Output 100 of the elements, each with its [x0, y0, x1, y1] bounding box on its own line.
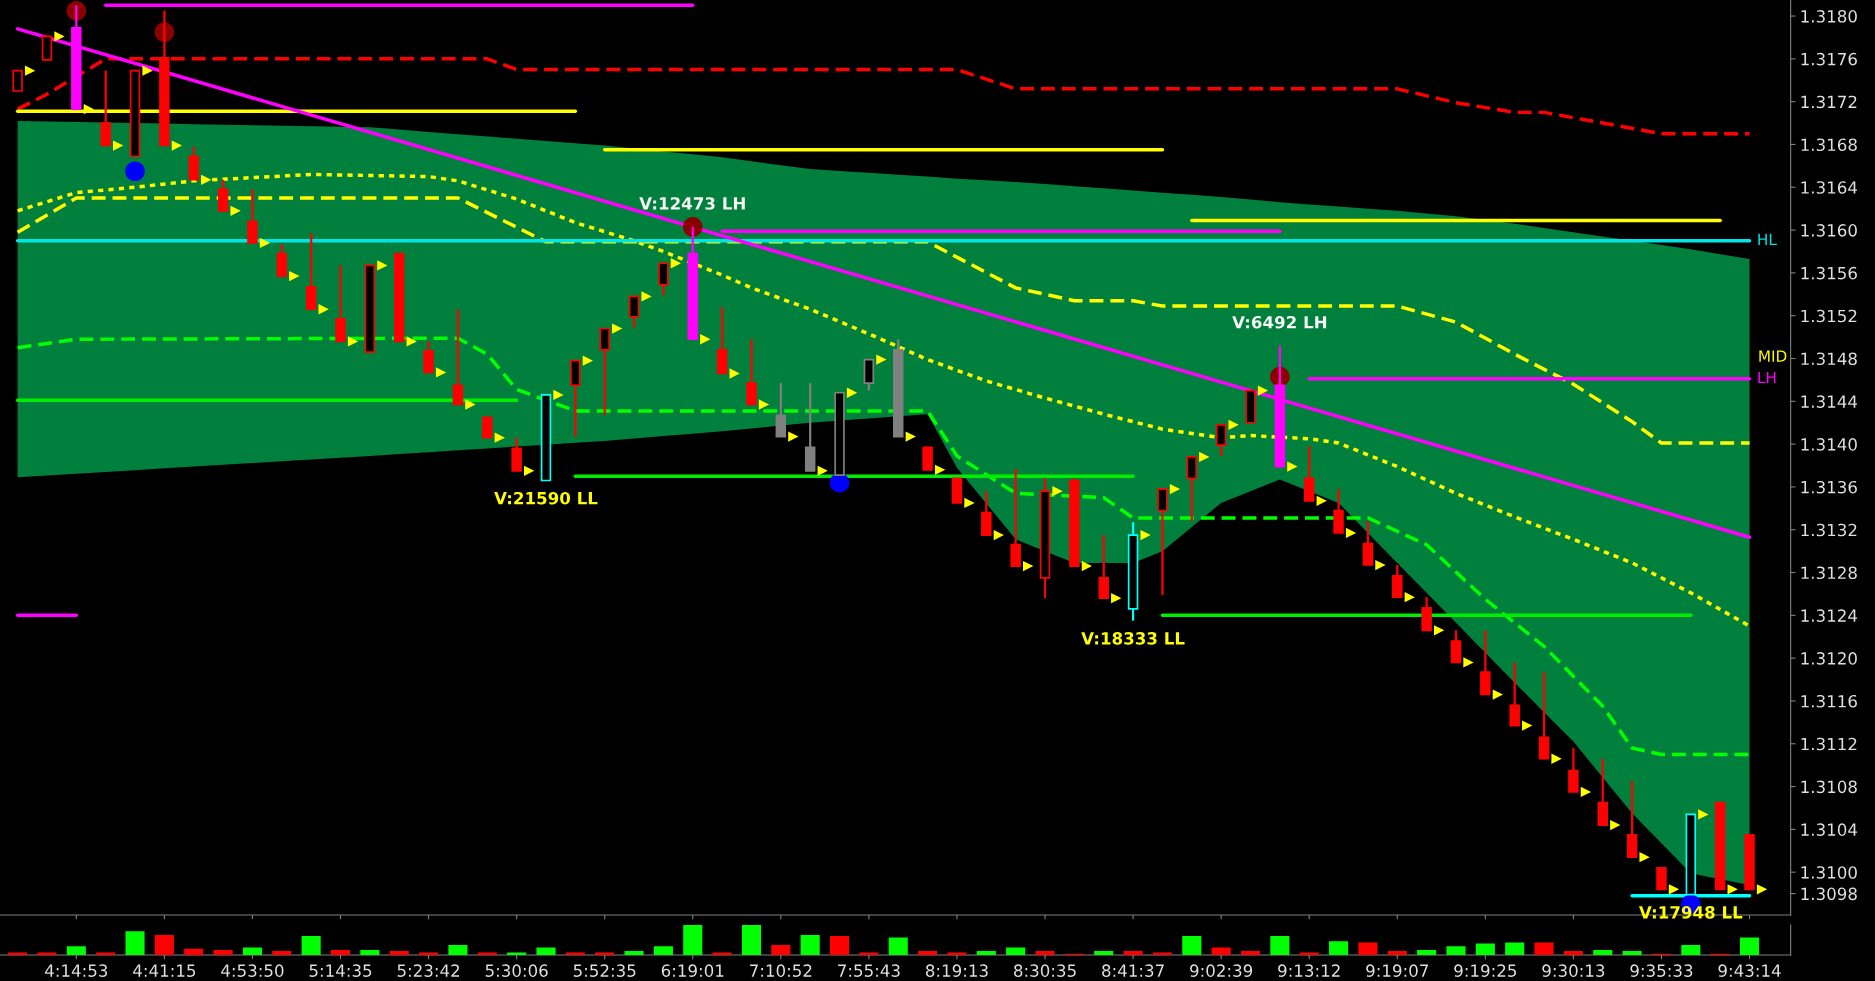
- point: [259, 237, 271, 249]
- bar: [154, 934, 174, 955]
- point: [1668, 884, 1680, 895]
- bar: [1358, 942, 1378, 955]
- bar: [1240, 951, 1261, 955]
- x-tick-label: 7:55:43: [838, 964, 900, 977]
- candlestick: [922, 446, 933, 471]
- candlestick: [599, 327, 610, 417]
- bar: [1006, 947, 1026, 955]
- point: [523, 465, 535, 477]
- candlestick: [628, 295, 640, 329]
- candlestick: [247, 188, 258, 245]
- bar: [66, 946, 86, 955]
- y-tick-label: 1.3164: [1801, 181, 1858, 194]
- point: [1287, 461, 1298, 472]
- point: [788, 431, 799, 442]
- bar: [1329, 941, 1349, 955]
- candlestick: [1597, 757, 1608, 827]
- point: [1169, 483, 1181, 495]
- point: [1081, 560, 1093, 572]
- x-tick-label: 5:23:42: [397, 964, 460, 977]
- y-tick-label: 1.3116: [1801, 694, 1857, 708]
- candlestick: [1333, 487, 1344, 535]
- y-tick-label: 1.3180: [1801, 10, 1857, 23]
- candlestick: [335, 264, 346, 343]
- candlestick: [775, 382, 787, 438]
- point: [24, 65, 36, 76]
- candlestick: [188, 145, 199, 181]
- bar: [330, 949, 351, 955]
- candlestick: [1509, 661, 1520, 727]
- point: [83, 104, 94, 115]
- candlestick: [41, 35, 53, 61]
- candlestick: [276, 242, 288, 278]
- y-tick-label: 1.3160: [1801, 224, 1857, 237]
- point: [964, 497, 975, 509]
- y-tick-label: 1.3120: [1801, 652, 1857, 665]
- series-label: HL: [1758, 233, 1777, 245]
- candlestick: [1362, 520, 1374, 567]
- y-tick-label: 1.3132: [1801, 523, 1857, 537]
- point: [641, 291, 652, 302]
- point: [1375, 559, 1386, 571]
- point: [1140, 529, 1151, 541]
- y-tick-label: 1.3152: [1801, 309, 1857, 323]
- y-tick-label: 1.3112: [1801, 737, 1857, 751]
- y-tick-label: 1.3140: [1801, 438, 1857, 451]
- point: [347, 336, 359, 347]
- candlestick: [1538, 670, 1550, 760]
- candlestick: [1450, 629, 1462, 664]
- y-tick-label: 1.3172: [1801, 95, 1857, 109]
- x-tick-label: 6:19:01: [661, 964, 724, 977]
- point: [1404, 591, 1415, 603]
- point: [553, 389, 564, 401]
- y-tick-label: 1.3124: [1801, 609, 1858, 622]
- point: [435, 367, 447, 378]
- point: [1610, 819, 1621, 831]
- point: [1580, 786, 1592, 798]
- y-tick-label: 1.3168: [1801, 138, 1857, 152]
- bar: [771, 945, 791, 955]
- bar: [1593, 949, 1613, 955]
- annotation: MID: [1759, 350, 1787, 362]
- candlestick: [1568, 746, 1579, 794]
- point: [406, 336, 417, 347]
- point: [905, 431, 916, 442]
- bar: [1387, 951, 1407, 955]
- bar: [1123, 951, 1143, 955]
- x-tick-label: 8:19:13: [925, 964, 988, 977]
- bar: [888, 937, 908, 955]
- bar: [1094, 951, 1114, 955]
- bar: [125, 931, 145, 955]
- bar: [1534, 942, 1554, 955]
- x-tick-label: 7:10:52: [750, 964, 812, 977]
- point: [582, 355, 593, 366]
- y-tick-label: 1.3128: [1801, 566, 1857, 580]
- point: [1228, 419, 1239, 430]
- bar: [1563, 951, 1583, 955]
- point: [201, 174, 212, 185]
- y-tick-label: 1.3156: [1801, 266, 1857, 280]
- point: [1023, 560, 1034, 572]
- x-tick-label: 9:30:13: [1542, 964, 1605, 977]
- bar: [918, 951, 938, 955]
- bar: [741, 924, 762, 955]
- point: [1522, 720, 1533, 731]
- bar: [1270, 936, 1290, 955]
- bar: [1505, 942, 1525, 955]
- candlestick: [1186, 455, 1198, 523]
- bar: [653, 946, 673, 955]
- bar: [1035, 951, 1055, 955]
- candlestick: [863, 358, 875, 392]
- bar: [800, 934, 820, 955]
- candlestick: [511, 436, 522, 472]
- text: V:18333 LL: [1081, 632, 1185, 645]
- x-tick-label: 9:19:25: [1454, 964, 1517, 977]
- candlestick: [12, 69, 23, 92]
- candlestick: [452, 308, 464, 406]
- point: [1698, 809, 1709, 820]
- candlestick: [716, 306, 728, 375]
- bar: [1211, 947, 1231, 955]
- y-tick-label: 1.3104: [1801, 823, 1858, 836]
- point: [142, 65, 153, 76]
- bar: [1681, 945, 1701, 955]
